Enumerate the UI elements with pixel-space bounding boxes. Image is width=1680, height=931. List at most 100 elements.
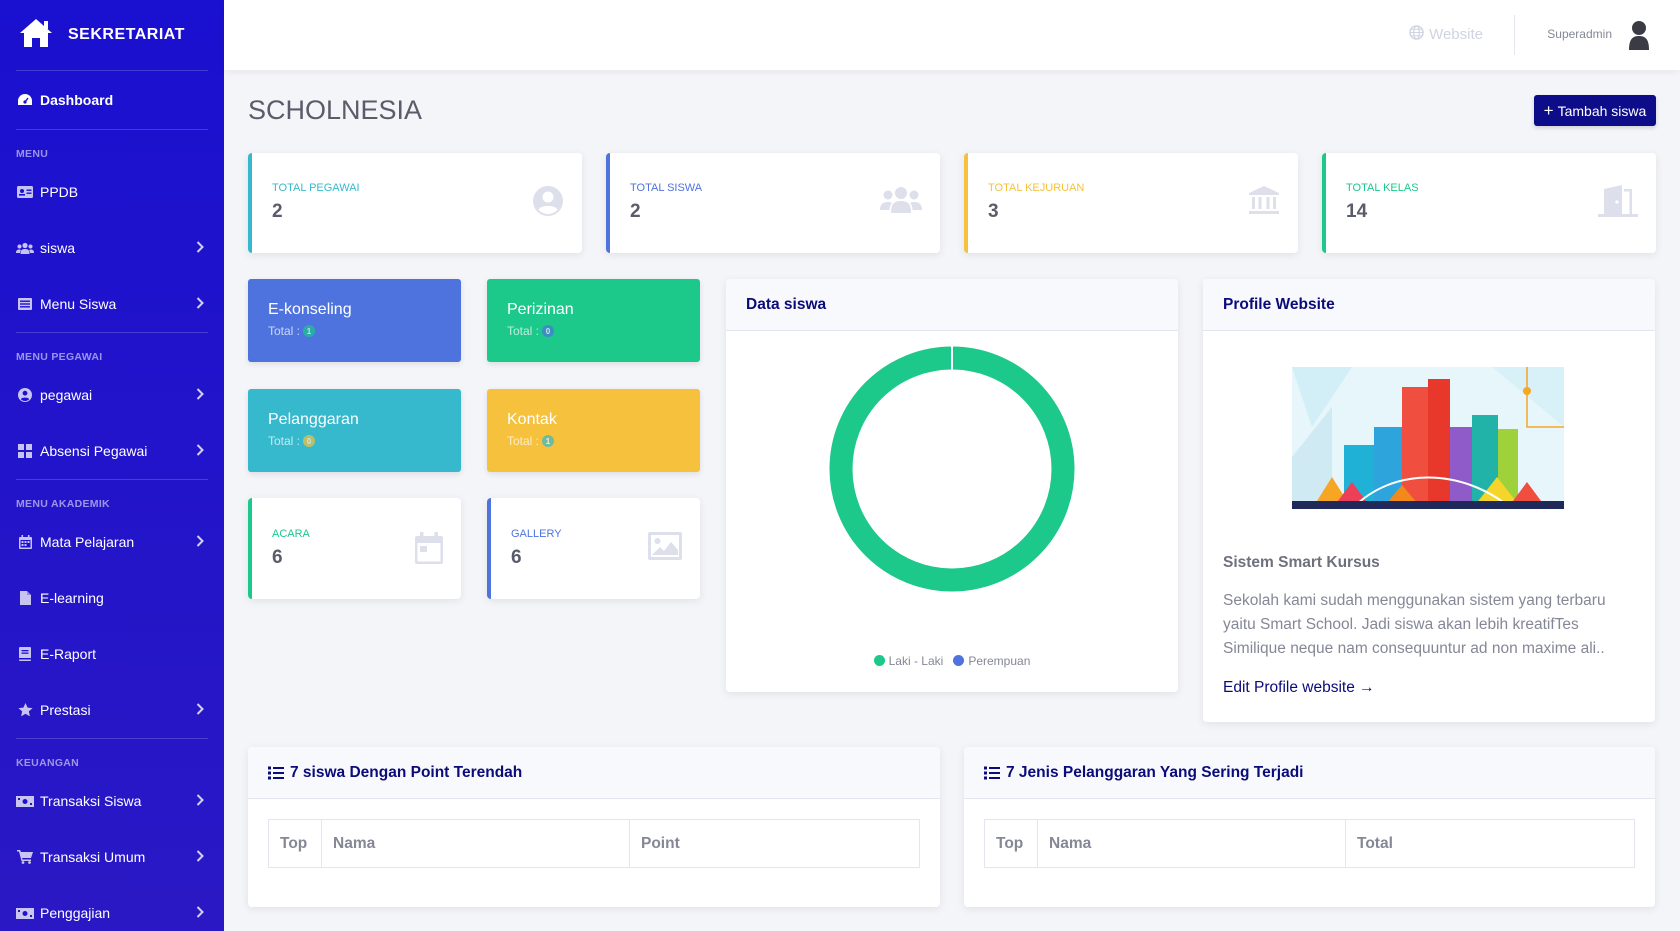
sidebar-item-siswa[interactable]: siswa xyxy=(0,220,224,276)
count-badge: 1 xyxy=(542,435,555,447)
stat-label: GALLERY xyxy=(511,528,562,540)
sidebar-heading: MENU xyxy=(16,148,49,160)
tile-subtitle: Total :1 xyxy=(507,434,680,448)
chevron-right-icon xyxy=(196,240,204,256)
file-icon xyxy=(16,591,34,605)
chevron-right-icon xyxy=(196,849,204,865)
cart-icon xyxy=(16,850,34,864)
avatar[interactable] xyxy=(1628,20,1650,55)
brand[interactable]: SEKRETARIAT xyxy=(0,0,224,70)
add-student-button[interactable]: + Tambah siswa xyxy=(1534,95,1656,126)
column-header[interactable]: Top xyxy=(984,819,1038,868)
sidebar-item-absensi-pegawai[interactable]: Absensi Pegawai xyxy=(0,423,224,479)
grid-icon xyxy=(16,444,34,458)
sidebar-item-label: Transaksi Umum xyxy=(40,849,146,865)
list-icon xyxy=(16,298,34,310)
calendar-icon xyxy=(415,532,443,569)
donut-slice[interactable] xyxy=(829,346,1075,592)
edit-profile-link[interactable]: Edit Profile website → xyxy=(1223,679,1375,696)
add-student-label: Tambah siswa xyxy=(1557,102,1647,119)
chart-title: Data siswa xyxy=(726,279,1178,331)
sidebar-item-label: Transaksi Siswa xyxy=(40,793,142,809)
column-header[interactable]: Total xyxy=(1345,819,1635,868)
sidebar-divider xyxy=(16,738,208,739)
legend-dot xyxy=(953,655,965,666)
tile-total-label: Total : xyxy=(507,434,540,448)
sidebar-item-pegawai[interactable]: pegawai xyxy=(0,367,224,423)
tile-total-label: Total : xyxy=(268,434,301,448)
stat-value: 6 xyxy=(272,547,283,568)
profile-website-panel: Profile Website Sistem Smart Kursus Seko… xyxy=(1203,279,1655,722)
lowest-points-table: Top Nama Point xyxy=(268,819,920,868)
sidebar-item-e-learning[interactable]: E-learning xyxy=(0,570,224,626)
website-link[interactable]: Website xyxy=(1409,25,1483,44)
bank-icon xyxy=(1248,185,1280,220)
stat-label: TOTAL KEJURUAN xyxy=(988,182,1085,194)
star-icon xyxy=(16,703,34,717)
money-icon xyxy=(16,907,34,919)
dashboard-icon xyxy=(16,93,34,107)
sidebar-item-label: E-Raport xyxy=(40,646,97,662)
stat-card-acara: ACARA 6 xyxy=(248,498,461,599)
users-icon xyxy=(880,185,922,220)
panel-title: 7 Jenis Pelanggaran Yang Sering Terjadi xyxy=(964,747,1655,799)
image-icon xyxy=(648,532,682,565)
column-header[interactable]: Point xyxy=(629,819,920,868)
sidebar-item-label: pegawai xyxy=(40,387,93,403)
stat-value: 6 xyxy=(511,547,522,568)
sidebar-item-penggajian[interactable]: Penggajian xyxy=(0,885,224,931)
brand-name: SEKRETARIAT xyxy=(68,26,185,43)
count-badge: 0 xyxy=(303,435,316,447)
panel-title-text: 7 siswa Dengan Point Terendah xyxy=(290,763,523,781)
page-title: SCHOLNESIA xyxy=(248,95,423,125)
globe-icon xyxy=(1409,25,1424,44)
stat-label: ACARA xyxy=(272,528,310,540)
sidebar-item-mata-pelajaran[interactable]: Mata Pelajaran xyxy=(0,514,224,570)
profile-panel-title: Profile Website xyxy=(1203,279,1655,331)
chevron-right-icon xyxy=(196,296,204,312)
sidebar-item-dashboard[interactable]: Dashboard xyxy=(0,71,224,129)
sidebar-item-menu-siswa[interactable]: Menu Siswa xyxy=(0,276,224,332)
tile-perizinan[interactable]: Perizinan Total :0 xyxy=(487,279,700,362)
legend-item[interactable]: Perempuan xyxy=(953,654,1030,668)
sidebar-item-label: PPDB xyxy=(40,184,79,200)
sidebar-divider xyxy=(16,129,208,130)
tile-pelanggaran[interactable]: Pelanggaran Total :0 xyxy=(248,389,461,472)
sidebar-item-ppdb[interactable]: PPDB xyxy=(0,164,224,220)
sidebar-item-label: siswa xyxy=(40,240,76,256)
plus-icon: + xyxy=(1543,101,1554,120)
sidebar-item-label: Dashboard xyxy=(40,92,114,108)
tile-e-konseling[interactable]: E-konseling Total :1 xyxy=(248,279,461,362)
website-label: Website xyxy=(1429,26,1483,43)
stat-card-total-kejuruan: TOTAL KEJURUAN 3 xyxy=(964,153,1298,253)
legend-item[interactable]: Laki - Laki xyxy=(873,654,943,668)
profile-description: Sekolah kami sudah menggunakan sistem ya… xyxy=(1223,592,1606,657)
stat-card-total-pegawai: TOTAL PEGAWAI 2 xyxy=(248,153,582,253)
chart-legend: Laki - Laki Perempuan xyxy=(726,654,1178,668)
tile-title: Pelanggaran xyxy=(268,411,359,428)
sidebar-item-e-raport[interactable]: E-Raport xyxy=(0,626,224,682)
column-header[interactable]: Nama xyxy=(321,819,630,868)
sidebar-item-transaksi-umum[interactable]: Transaksi Umum xyxy=(0,829,224,885)
stat-card-gallery: GALLERY 6 xyxy=(487,498,700,599)
sidebar-divider xyxy=(16,70,208,71)
tile-title: Kontak xyxy=(507,411,557,428)
tile-title: E-konseling xyxy=(268,301,352,318)
sidebar-item-label: Mata Pelajaran xyxy=(40,534,135,550)
sidebar-item-transaksi-siswa[interactable]: Transaksi Siswa xyxy=(0,773,224,829)
user-name[interactable]: Superadmin xyxy=(1547,27,1612,41)
sidebar-item-prestasi[interactable]: Prestasi xyxy=(0,682,224,738)
sidebar-item-label: E-learning xyxy=(40,590,104,606)
panel-title: 7 siswa Dengan Point Terendah xyxy=(248,747,940,799)
legend-dot xyxy=(873,655,885,666)
legend-label: Perempuan xyxy=(968,654,1031,668)
chevron-right-icon xyxy=(196,793,204,809)
column-header[interactable]: Nama xyxy=(1037,819,1346,868)
frequent-violations-panel: 7 Jenis Pelanggaran Yang Sering Terjadi … xyxy=(964,747,1655,907)
lowest-points-panel: 7 siswa Dengan Point Terendah Top Nama P… xyxy=(248,747,940,907)
chevron-right-icon xyxy=(196,905,204,921)
sidebar-heading: MENU PEGAWAI xyxy=(16,351,103,363)
column-header[interactable]: Top xyxy=(268,819,322,868)
tile-kontak[interactable]: Kontak Total :1 xyxy=(487,389,700,472)
door-icon xyxy=(1598,185,1638,222)
